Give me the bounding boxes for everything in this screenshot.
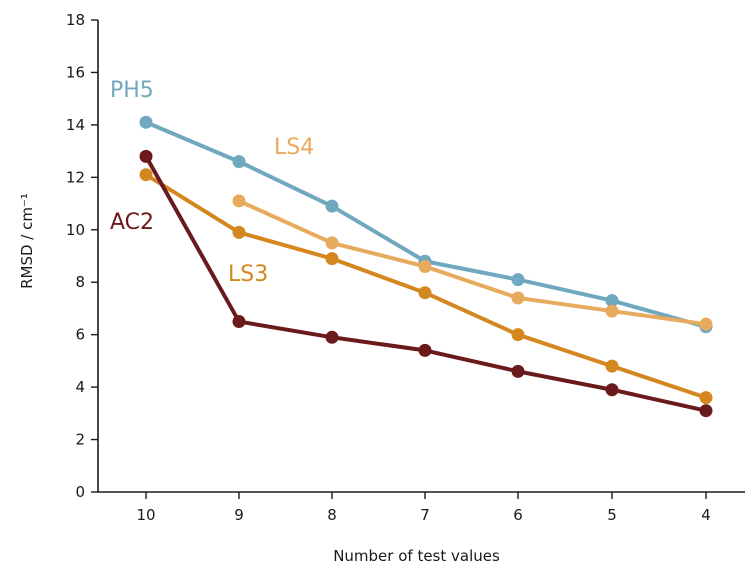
x-tick-label: 10 [136,506,155,524]
x-tick-label: 9 [234,506,244,524]
data-point-ph5 [232,155,246,169]
data-point-ls4 [511,291,525,305]
data-point-ls4 [699,317,713,331]
y-axis-label: RMSD / cm⁻¹ [18,193,36,289]
data-point-ls3 [605,359,619,373]
data-point-ls3 [139,168,153,182]
x-tick-label: 7 [420,506,430,524]
y-ticks: 0 2 4 6 8 10 12 14 16 18 [66,11,98,501]
y-tick-label: 16 [66,63,85,81]
y-tick-label: 4 [75,378,85,396]
series-labels: PH5 LS4 LS3 AC2 [110,78,314,287]
data-point-ac2 [139,149,153,163]
data-point-ls4 [232,194,246,208]
series-label-ls3: LS3 [228,262,268,287]
y-tick-label: 2 [75,431,85,449]
series-label-ac2: AC2 [110,210,154,235]
y-tick-label: 18 [66,11,85,29]
data-point-ls3 [699,391,713,405]
data-point-ph5 [511,273,525,287]
data-point-ph5 [139,115,153,129]
data-point-ls4 [418,259,432,273]
data-point-ph5 [325,199,339,213]
y-tick-label: 8 [75,273,85,291]
data-point-ac2 [325,330,339,344]
data-point-ls4 [605,304,619,318]
x-tick-label: 8 [327,506,337,524]
x-tick-label: 5 [607,506,617,524]
x-tick-label: 6 [513,506,523,524]
data-point-ac2 [699,404,713,418]
data-point-ls4 [325,236,339,250]
data-point-ac2 [418,343,432,357]
y-tick-label: 12 [66,168,85,186]
axes [97,20,745,493]
series-line-ls4 [237,198,708,327]
x-tick-label: 4 [701,506,711,524]
data-point-ls3 [511,328,525,342]
y-tick-label: 6 [75,326,85,344]
series-label-ls4: LS4 [274,135,314,160]
series-layer [139,115,713,418]
data-point-ls3 [325,252,339,266]
y-tick-label: 14 [66,116,85,134]
series-ac2 [139,149,713,418]
data-point-ls3 [232,225,246,239]
x-axis-label: Number of test values [333,547,500,565]
series-ls3 [139,168,713,405]
x-ticks: 10 9 8 7 6 5 4 [136,492,711,524]
series-ls4 [232,194,713,331]
data-point-ac2 [511,364,525,378]
data-point-ac2 [232,315,246,329]
y-tick-label: 0 [75,483,85,501]
series-label-ph5: PH5 [110,78,154,103]
y-tick-label: 10 [66,221,85,239]
data-point-ac2 [605,383,619,397]
data-point-ls3 [418,286,432,300]
data-point-ph5 [605,294,619,308]
